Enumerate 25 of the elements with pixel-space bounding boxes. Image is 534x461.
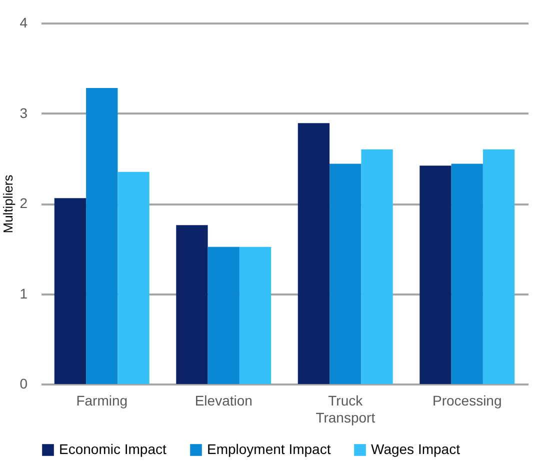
- bar: [86, 88, 118, 384]
- x-tick-label: Farming: [76, 392, 128, 408]
- y-tick-label: 1: [20, 285, 28, 302]
- legend-label: Wages Impact: [371, 441, 460, 457]
- bar: [239, 246, 272, 384]
- bar: [482, 149, 515, 384]
- bar: [420, 166, 452, 384]
- y-axis-title: Multipliers: [0, 174, 16, 234]
- bar: [361, 149, 393, 384]
- x-tick-label: Processing: [432, 392, 502, 408]
- y-tick-label: 4: [20, 14, 28, 30]
- bar: [118, 172, 150, 384]
- y-tick-label: 3: [20, 104, 28, 121]
- bar: [451, 164, 483, 384]
- bar: [176, 225, 208, 384]
- bar: [330, 164, 362, 384]
- y-tick-label: 2: [20, 195, 28, 211]
- y-tick-label: 0: [20, 376, 28, 392]
- legend-label: Employment Impact: [207, 441, 331, 457]
- legend-label: Economic Impact: [59, 441, 166, 457]
- x-tick-label: Elevation: [194, 392, 252, 408]
- bar: [54, 198, 86, 384]
- bar: [208, 246, 240, 384]
- x-tick-label: Truck Transport: [316, 392, 376, 426]
- bar: [298, 123, 330, 384]
